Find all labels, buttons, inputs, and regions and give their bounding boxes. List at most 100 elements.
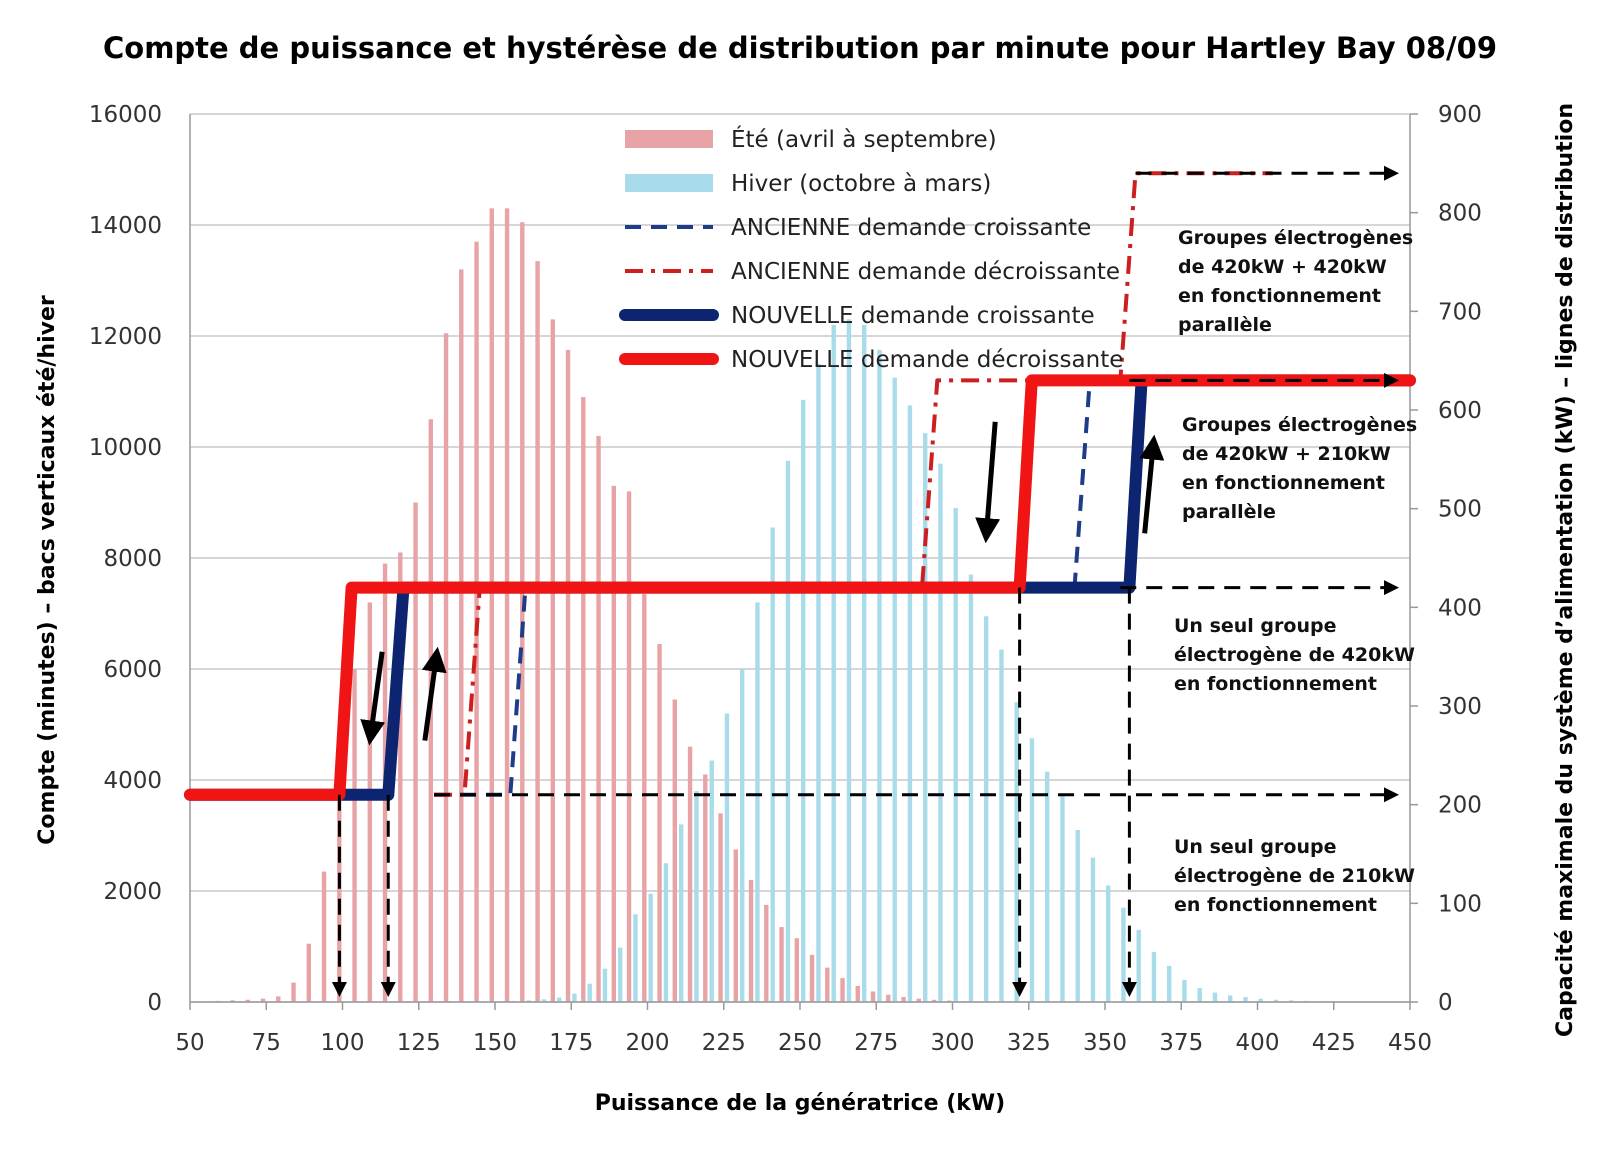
annotations: Groupes électrogènes de 420kW + 420kW en f… xyxy=(1174,227,1417,916)
winter-bar xyxy=(1228,995,1233,1002)
winter-bar xyxy=(1060,793,1065,1002)
winter-bar xyxy=(557,997,562,1002)
annotation-line: en fonctionnement xyxy=(1178,285,1381,307)
summer-bar xyxy=(352,669,357,1002)
summer-bar xyxy=(672,699,677,1002)
y-tick-label: 0 xyxy=(147,990,162,1016)
summer-bar xyxy=(459,269,464,1002)
winter-bar xyxy=(709,760,714,1002)
summer-bar xyxy=(703,774,708,1002)
winter-bar xyxy=(526,1000,531,1002)
y2-tick-label: 800 xyxy=(1438,201,1482,227)
winter-bar xyxy=(999,649,1004,1002)
x-tick-label: 300 xyxy=(931,1030,975,1056)
axes: 0 2000 4000 6000 8000 10000 12000 14000 16000 0 10… xyxy=(89,102,1482,1056)
legend: Été (avril à septembre) Hiver (octobre à … xyxy=(619,125,1123,373)
winter-bar xyxy=(602,968,608,1002)
legend-label: NOUVELLE demande décroissante xyxy=(731,347,1123,373)
x-tick-label: 100 xyxy=(321,1030,365,1056)
winter-bar xyxy=(770,527,775,1002)
winter-bar xyxy=(907,405,913,1002)
summer-bar xyxy=(901,997,906,1002)
y-axis-title: Compte (minutes) – bacs verticaux été/hi… xyxy=(35,295,60,845)
summer-bar xyxy=(855,985,860,1002)
legend-swatch xyxy=(625,130,713,148)
winter-bar xyxy=(724,713,730,1002)
summer-bar xyxy=(260,998,266,1002)
y-tick-label: 10000 xyxy=(89,435,162,461)
summer-bar xyxy=(245,999,250,1002)
y-tick-label: 4000 xyxy=(103,768,162,794)
winter-bar xyxy=(740,669,745,1002)
y2-tick-label: 0 xyxy=(1438,990,1453,1016)
winter-bar xyxy=(1182,979,1187,1002)
x-tick-label: 375 xyxy=(1159,1030,1203,1056)
winter-bar xyxy=(938,463,943,1002)
direction-arrow xyxy=(360,651,386,746)
x-tick-label: 200 xyxy=(626,1030,670,1056)
y2-tick-label: 300 xyxy=(1438,694,1482,720)
winter-bar xyxy=(1029,738,1035,1002)
winter-bar xyxy=(801,399,806,1002)
winter-bar xyxy=(663,863,669,1002)
winter-bar xyxy=(633,914,638,1002)
winter-bar xyxy=(1151,952,1157,1002)
summer-bar xyxy=(596,435,601,1002)
legend-label: NOUVELLE demande croissante xyxy=(731,303,1095,329)
winter-bar xyxy=(648,893,653,1002)
summer-bar xyxy=(230,1000,235,1002)
winter-bar xyxy=(1014,702,1019,1002)
x-tick-label: 325 xyxy=(1007,1030,1051,1056)
winter-bar xyxy=(572,993,577,1002)
direction-arrow xyxy=(975,421,1001,544)
chart-title: Compte de puissance et hystérèse de dist… xyxy=(103,31,1497,65)
winter-bar xyxy=(679,824,684,1002)
winter-bar xyxy=(923,433,928,1002)
summer-bar xyxy=(367,602,372,1002)
summer-bar xyxy=(398,552,403,1002)
winter-bar xyxy=(1136,929,1141,1002)
summer-bar xyxy=(779,927,784,1002)
summer-bar xyxy=(718,813,723,1002)
summer-bar xyxy=(748,879,754,1002)
summer-bar xyxy=(931,999,937,1002)
summer-bar xyxy=(535,261,540,1002)
legend-swatch xyxy=(625,174,713,192)
x-tick-label: 250 xyxy=(778,1030,822,1056)
y2-tick-label: 400 xyxy=(1438,595,1482,621)
winter-bar xyxy=(1243,997,1248,1002)
legend-label: ANCIENNE demande décroissante xyxy=(731,259,1120,285)
old-falling-line xyxy=(434,171,1273,797)
x-tick-label: 175 xyxy=(549,1030,593,1056)
winter-bar xyxy=(694,791,699,1002)
y2-tick-label: 600 xyxy=(1438,398,1482,424)
summer-bar xyxy=(687,746,693,1002)
x-tick-label: 50 xyxy=(175,1030,204,1056)
winter-bar xyxy=(785,460,791,1002)
winter-bar xyxy=(816,363,821,1002)
summer-bar xyxy=(794,938,799,1002)
summer-bar xyxy=(611,485,616,1003)
winter-bar xyxy=(1045,771,1050,1002)
annotation-line: de 420kW + 420kW xyxy=(1178,256,1387,278)
summer-bar xyxy=(413,502,418,1002)
summer-bar xyxy=(840,978,845,1002)
x-tick-label: 150 xyxy=(473,1030,517,1056)
annotation-line: parallèle xyxy=(1178,314,1272,336)
annotation-line: en fonctionnement xyxy=(1174,894,1377,916)
x-tick-label: 275 xyxy=(854,1030,898,1056)
new-falling-line xyxy=(184,374,1416,801)
winter-bar xyxy=(587,983,592,1002)
summer-bar xyxy=(291,982,296,1002)
winter-bar xyxy=(1197,988,1202,1002)
summer-bar xyxy=(642,594,647,1002)
summer-bar xyxy=(306,943,311,1002)
winter-bar xyxy=(1273,999,1279,1002)
annotation-line: en fonctionnement xyxy=(1182,472,1385,494)
winter-bar xyxy=(846,319,852,1003)
winter-bar xyxy=(892,377,897,1002)
summer-bar xyxy=(825,967,830,1002)
summer-bar xyxy=(657,644,662,1002)
x-tick-label: 125 xyxy=(397,1030,441,1056)
